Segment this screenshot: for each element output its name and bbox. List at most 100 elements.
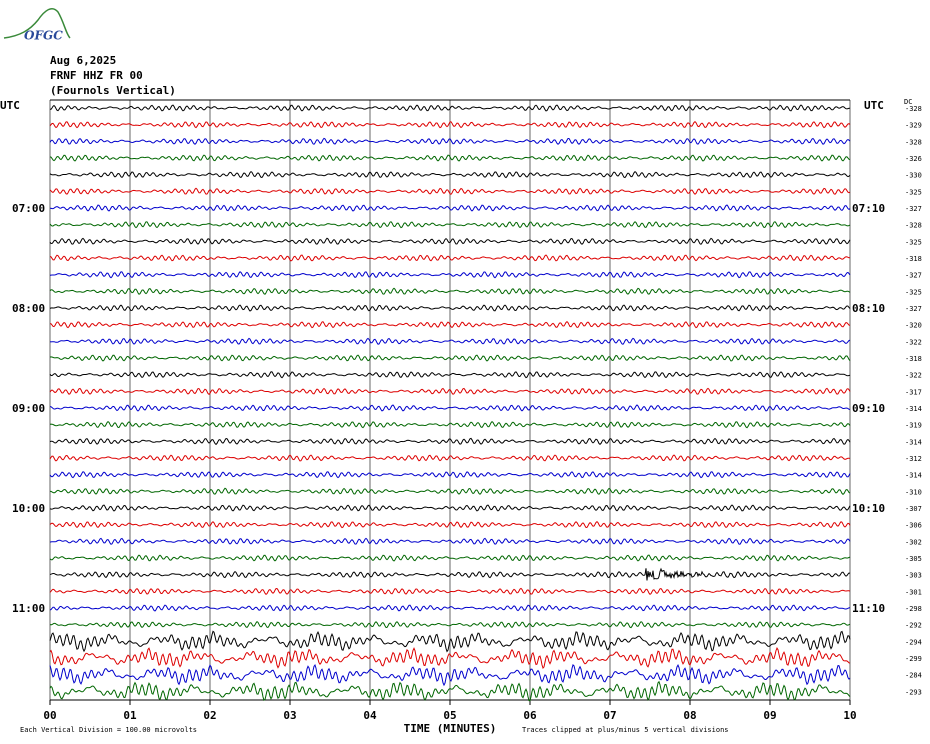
dc-value: -320 [905, 322, 922, 330]
dc-value: -328 [905, 105, 922, 113]
trace [50, 321, 851, 329]
trace [49, 254, 851, 262]
dc-value: -330 [905, 172, 922, 180]
logo: OFGC [24, 29, 63, 43]
dc-value: -319 [905, 422, 922, 430]
dc-value: -318 [905, 255, 922, 263]
trace [49, 304, 851, 312]
x-tick-label: 04 [363, 709, 377, 722]
x-tick-label: 00 [43, 709, 56, 722]
x-tick-label: 03 [283, 709, 296, 722]
right-label: 11:10 [852, 602, 885, 615]
trace [49, 630, 851, 653]
dc-value: -317 [905, 388, 922, 396]
trace [49, 663, 851, 687]
trace [49, 104, 850, 112]
dc-value: -310 [905, 488, 922, 496]
trace [50, 487, 851, 495]
scale-note: Each Vertical Division = 100.00 microvol… [20, 726, 197, 734]
location: (Fournols Vertical) [50, 84, 176, 97]
trace [49, 204, 851, 212]
x-tick-label: 05 [443, 709, 456, 722]
dc-value: -327 [905, 272, 922, 280]
left-label: 10:00 [12, 502, 45, 515]
dc-value: -327 [905, 305, 922, 313]
trace [49, 271, 851, 279]
clip-note: Traces clipped at plus/minus 5 vertical … [522, 726, 729, 734]
dc-value: -318 [905, 355, 922, 363]
dc-value: -298 [905, 605, 922, 613]
x-tick-label: 10 [843, 709, 856, 722]
trace [49, 504, 851, 512]
x-tick-label: 01 [123, 709, 137, 722]
trace [49, 287, 851, 295]
trace [49, 454, 851, 462]
trace [49, 646, 851, 669]
trace [49, 371, 851, 379]
dc-value: -301 [905, 588, 922, 596]
trace [49, 567, 851, 581]
dc-value: -284 [905, 672, 922, 680]
trace [49, 170, 851, 179]
logo-curve [3, 8, 71, 39]
x-axis-title: TIME (MINUTES) [404, 722, 497, 735]
trace [49, 537, 851, 545]
trace [49, 554, 851, 562]
dc-value: -326 [905, 155, 922, 163]
trace [49, 121, 851, 129]
left-label: 09:00 [12, 402, 45, 415]
dc-value: -302 [905, 538, 922, 546]
trace [49, 137, 851, 145]
dc-value: -322 [905, 338, 922, 346]
x-tick-label: 06 [523, 709, 537, 722]
dc-value: -305 [905, 555, 922, 563]
trace [49, 354, 851, 362]
dc-value: -292 [905, 622, 922, 630]
dc-value: -314 [905, 438, 922, 446]
x-tick-label: 08 [683, 709, 696, 722]
dc-value: -322 [905, 372, 922, 380]
trace [49, 187, 851, 195]
dc-value: -328 [905, 222, 922, 230]
dc-value: -327 [905, 205, 922, 213]
trace [49, 404, 851, 412]
trace [49, 471, 851, 479]
trace [49, 437, 851, 446]
dc-value: -314 [905, 472, 922, 480]
dc-value: -312 [905, 455, 922, 463]
dc-value: -325 [905, 288, 922, 296]
trace [49, 154, 851, 162]
x-tick-label: 07 [603, 709, 616, 722]
right-label: 07:10 [852, 202, 885, 215]
dc-header: DC [904, 98, 912, 106]
left-label: UTC [0, 99, 20, 112]
trace [49, 337, 851, 345]
station: FRNF HHZ FR 00 [50, 69, 143, 82]
dc-value: -294 [905, 638, 922, 646]
trace [49, 237, 851, 245]
trace [49, 421, 851, 429]
dc-value: -314 [905, 405, 922, 413]
date: Aug 6,2025 [50, 54, 116, 67]
dc-value: -329 [905, 122, 922, 130]
dc-value: -293 [905, 688, 922, 696]
right-label: 10:10 [852, 502, 885, 515]
right-label: UTC [864, 99, 884, 112]
trace [49, 587, 851, 595]
dc-value: -328 [905, 138, 922, 146]
left-label: 11:00 [12, 602, 45, 615]
right-label: 08:10 [852, 302, 885, 315]
right-label: 09:10 [852, 402, 885, 415]
trace [49, 221, 851, 229]
trace [49, 604, 851, 612]
dc-value: -299 [905, 655, 922, 663]
dc-value: -325 [905, 238, 922, 246]
left-label: 07:00 [12, 202, 45, 215]
trace [49, 387, 851, 395]
trace [49, 680, 851, 702]
dc-value: -303 [905, 572, 922, 580]
x-tick-label: 09 [763, 709, 776, 722]
trace [49, 521, 851, 529]
trace [49, 621, 851, 629]
